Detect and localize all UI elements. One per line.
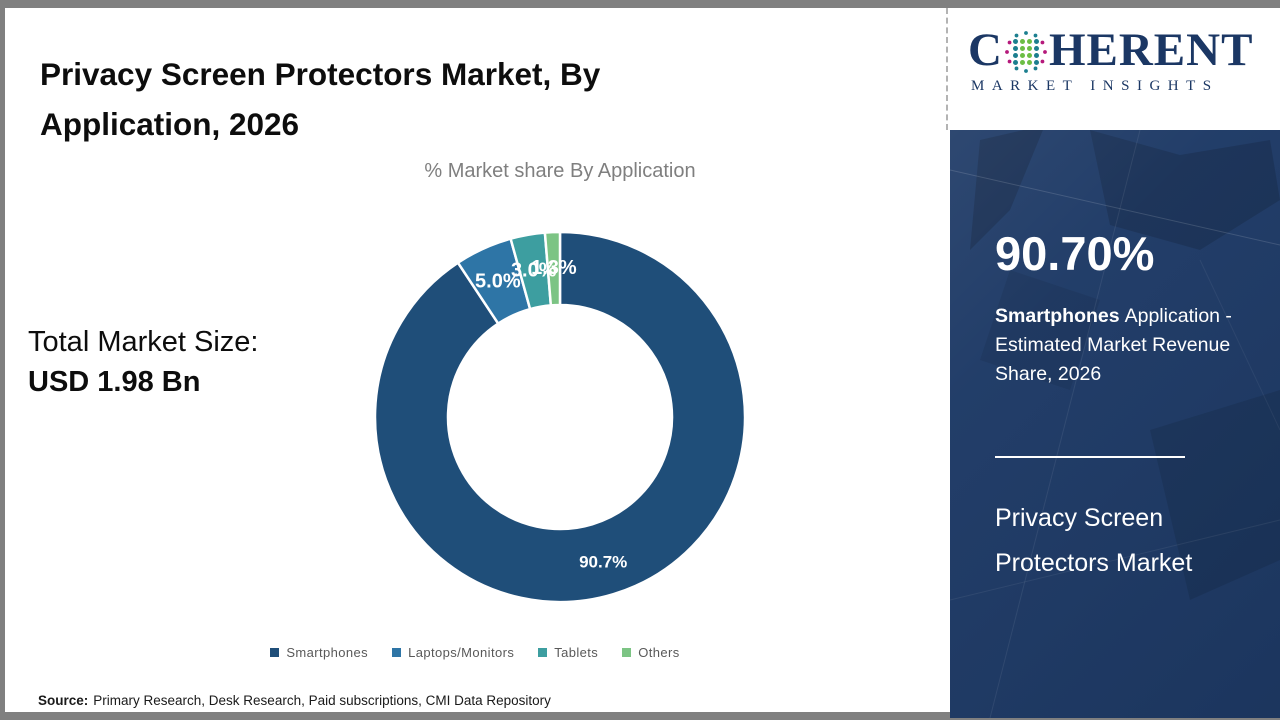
coherent-market-insights-logo: C HERENT MARKET INSIGHTS — [968, 24, 1268, 95]
highlight-description-rest: Application - Estimated Market Revenue S… — [995, 305, 1232, 385]
right-highlight-panel: 90.70% Smartphones Application - Estimate… — [950, 130, 1280, 718]
highlight-stat-description: Smartphones Application - Estimated Marke… — [995, 302, 1233, 389]
pie-label-others: 1.3% — [531, 257, 577, 279]
highlight-segment-name: Smartphones — [995, 305, 1120, 327]
legend-swatch — [538, 648, 548, 657]
legend-label: Smartphones — [286, 645, 369, 660]
legend-swatch — [622, 648, 632, 657]
legend-label: Others — [638, 645, 680, 660]
logo-dashed-separator — [946, 8, 948, 130]
globe-ring-dots — [1005, 31, 1047, 73]
logo-tagline: MARKET INSIGHTS — [971, 78, 1219, 94]
logo-suffix: HERENT — [1048, 24, 1254, 76]
world-map-texture — [950, 130, 1280, 718]
panel-divider-line — [995, 456, 1185, 458]
frame-border-bottom — [0, 712, 1280, 720]
panel-sheen — [950, 130, 1280, 718]
coherent-globe-icon — [1005, 31, 1047, 73]
total-market-size-label: Total Market Size: — [28, 326, 259, 358]
logo-wordmark: C HERENT — [968, 24, 1268, 76]
frame-border-left — [0, 0, 5, 720]
legend-item-tablets: Tablets — [538, 645, 598, 660]
pie-slice-others — [543, 230, 562, 307]
source-text: Primary Research, Desk Research, Paid su… — [93, 693, 551, 708]
pie-label-tablets: 3.0% — [511, 259, 557, 281]
page-title: Privacy Screen Protectors Market, By App… — [40, 56, 601, 143]
highlight-stat-value: 90.70% — [995, 227, 1155, 280]
pie-label-laptops-monitors: 5.0% — [475, 270, 521, 292]
donut-chart-svg: 90.7% 5.0%3.0%1.3% — [373, 230, 747, 604]
legend-swatch — [270, 648, 280, 657]
chart-legend: Smartphones Laptops/Monitors Tablets Others — [0, 645, 950, 660]
total-market-size-value: USD 1.98 Bn — [28, 366, 201, 398]
source-line: Source: Primary Research, Desk Research, … — [38, 693, 551, 708]
logo-prefix: C — [968, 24, 1003, 76]
pie-slice-smartphones — [373, 230, 747, 604]
legend-label: Tablets — [554, 645, 599, 660]
legend-item-others: Others — [622, 645, 679, 660]
total-market-size-block: Total Market Size: USD 1.98 Bn — [28, 322, 258, 402]
legend-item-laptops-monitors: Laptops/Monitors — [392, 645, 514, 660]
panel-market-name: Privacy Screen Protectors Market — [995, 504, 1193, 577]
donut-chart: 90.7% 5.0% 3.0% 1.3% — [370, 225, 750, 610]
legend-item-smartphones: Smartphones — [270, 645, 368, 660]
globe-grid-dots — [1012, 39, 1039, 65]
pie-label-smartphones: 90.7% — [579, 553, 627, 572]
legend-label: Laptops/Monitors — [408, 645, 515, 660]
legend-swatch — [392, 648, 402, 657]
source-label: Source: — [38, 693, 89, 708]
frame-border-top — [0, 0, 1280, 8]
chart-subtitle: % Market share By Application — [424, 160, 696, 182]
